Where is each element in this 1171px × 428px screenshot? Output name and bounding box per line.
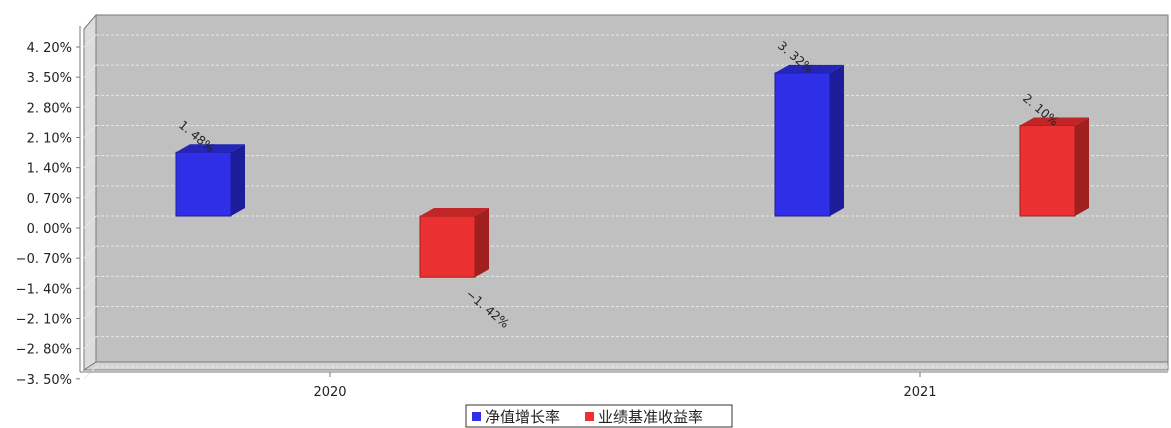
plot-floor — [82, 361, 1169, 371]
legend-swatch — [472, 412, 481, 421]
y-axis-ticks: 4. 20% 3. 50% 2. 80% 2. 10% 1. 40% 0. 70% 0. 0… — [16, 41, 80, 388]
grid-line-side — [83, 336, 97, 350]
grid-line-side — [83, 215, 97, 229]
legend: 净值增长率 业绩基准收益率 — [465, 404, 733, 428]
y-tick-label: 0. 70% — [27, 192, 72, 207]
grid-line-side — [83, 366, 97, 380]
bar-side-face — [1075, 117, 1089, 216]
y-tick-label: 0. 00% — [27, 222, 72, 237]
legend-swatch — [585, 412, 594, 421]
bar-top-face — [1020, 117, 1089, 126]
y-tick-label: 4. 20% — [27, 41, 72, 56]
bars — [175, 64, 1089, 278]
y-tick-label: −2. 10% — [16, 313, 72, 328]
bar-side-face — [231, 144, 245, 216]
bar-top-face — [176, 144, 245, 153]
grid-line-side — [83, 94, 97, 108]
grid-line-side — [83, 185, 97, 199]
grid-lines — [83, 34, 1168, 380]
grid-line-side — [83, 34, 97, 48]
y-tick-label: 2. 80% — [27, 101, 72, 116]
bar-top-face — [775, 64, 844, 73]
legend-box — [465, 404, 733, 428]
x-tick-label: 2021 — [903, 385, 936, 400]
plot-wall — [82, 13, 1169, 371]
grid-line-side — [83, 155, 97, 169]
y-tick-label: −3. 50% — [16, 373, 72, 388]
y-tick-label: −2. 80% — [16, 343, 72, 358]
y-tick-label: −1. 40% — [16, 282, 72, 297]
y-tick-label: 2. 10% — [27, 132, 72, 147]
y-tick-label: 1. 40% — [27, 162, 72, 177]
legend-label: 业绩基准收益率 — [598, 408, 703, 426]
axes — [79, 26, 1168, 373]
bar-side-face — [830, 64, 844, 216]
plot-back-wall — [95, 14, 1169, 363]
bar-benchmark-2021 — [1019, 125, 1076, 217]
bar-benchmark-2020 — [419, 215, 476, 278]
grid-line-side — [83, 64, 97, 78]
bar-side-face — [475, 208, 489, 278]
grid-line-side — [83, 306, 97, 319]
legend-label: 净值增长率 — [485, 408, 560, 426]
bar-nav-growth-2021 — [774, 72, 831, 217]
y-tick-label: 3. 50% — [27, 71, 72, 86]
grid-line-side — [83, 245, 97, 259]
bar-nav-growth-2020 — [175, 151, 232, 217]
bar-top-face — [420, 208, 489, 216]
grid-line-side — [83, 125, 97, 138]
y-tick-label: −0. 70% — [16, 252, 72, 267]
x-axis-ticks: 2020 2021 — [313, 372, 937, 400]
grid-line-side — [83, 275, 97, 289]
x-tick-label: 2020 — [313, 385, 346, 400]
